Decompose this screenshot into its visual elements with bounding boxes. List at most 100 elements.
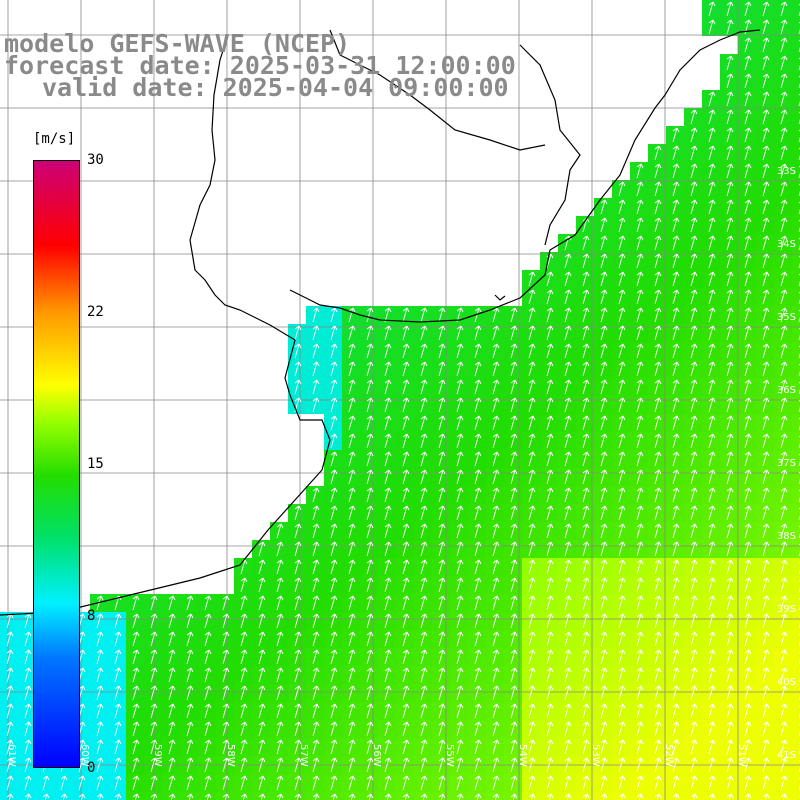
wind-cell (792, 180, 800, 198)
wind-arrow (672, 775, 680, 791)
wind-arrow (600, 793, 608, 800)
wind-arrow (600, 361, 608, 377)
wind-arrow (6, 793, 14, 800)
wind-arrow (726, 523, 734, 539)
wind-cell (792, 144, 800, 162)
wind-arrow (636, 667, 644, 683)
wind-arrow (492, 379, 500, 395)
wind-arrow (708, 451, 716, 467)
wind-arrow (510, 541, 518, 557)
wind-arrow (708, 667, 716, 683)
wind-arrow (150, 631, 158, 647)
wind-arrow (384, 307, 392, 323)
wind-arrow (420, 613, 428, 629)
wind-arrow (726, 757, 734, 773)
wind-arrow (186, 703, 194, 719)
wind-arrow (348, 613, 356, 629)
wind-arrow (294, 559, 302, 575)
wind-arrow (42, 775, 50, 791)
wind-arrow (330, 541, 338, 557)
wind-arrow (348, 559, 356, 575)
wind-arrow (294, 667, 302, 683)
wind-arrow (312, 721, 320, 737)
wind-arrow (582, 289, 590, 305)
wind-arrow (438, 775, 446, 791)
wind-arrow (528, 775, 536, 791)
wind-arrow (420, 559, 428, 575)
wind-arrow (528, 271, 536, 287)
wind-arrow (312, 379, 320, 395)
wind-arrow (600, 649, 608, 665)
wind-arrow (402, 775, 410, 791)
wind-arrow (708, 91, 716, 107)
wind-arrow (402, 721, 410, 737)
wind-arrow (168, 613, 176, 629)
wind-arrow (708, 739, 716, 755)
lat-label: 33S (776, 166, 796, 177)
wind-arrow (384, 379, 392, 395)
lat-label: 38S (776, 531, 796, 542)
wind-arrow (654, 379, 662, 395)
wind-arrow (456, 739, 464, 755)
wind-arrow (96, 775, 104, 791)
wind-arrow (546, 685, 554, 701)
wind-arrow (654, 487, 662, 503)
wind-arrow (312, 793, 320, 800)
wind-arrow (222, 757, 230, 773)
wind-arrow (582, 757, 590, 773)
wind-arrow (510, 595, 518, 611)
wind-arrow (492, 721, 500, 737)
wind-arrow (330, 667, 338, 683)
wind-arrow (546, 649, 554, 665)
wind-arrow (294, 343, 302, 359)
wind-arrow (546, 379, 554, 395)
wind-arrow (204, 775, 212, 791)
wind-arrow (672, 271, 680, 287)
wind-arrow (240, 721, 248, 737)
wind-arrow (690, 721, 698, 737)
wind-arrow (258, 613, 266, 629)
wind-arrow (654, 721, 662, 737)
wind-arrow (456, 451, 464, 467)
wind-arrow (744, 685, 752, 701)
wind-arrows (6, 1, 800, 800)
wind-arrow (510, 343, 518, 359)
wind-arrow (582, 505, 590, 521)
wind-cell (792, 90, 800, 108)
wind-cell (792, 594, 800, 612)
wind-arrow (402, 469, 410, 485)
wind-arrow (618, 703, 626, 719)
wind-arrow (402, 505, 410, 521)
wind-arrow (582, 469, 590, 485)
wind-arrow (744, 523, 752, 539)
wind-arrow (744, 757, 752, 773)
wind-arrow (366, 379, 374, 395)
wind-arrow (780, 253, 788, 269)
wind-arrow (618, 577, 626, 593)
wind-arrow (186, 631, 194, 647)
wind-arrow (582, 685, 590, 701)
wind-arrow (726, 559, 734, 575)
wind-arrow (618, 469, 626, 485)
wind-arrow (474, 757, 482, 773)
wind-arrow (276, 757, 284, 773)
wind-arrow (636, 559, 644, 575)
wind-arrow (528, 415, 536, 431)
wind-arrow (366, 415, 374, 431)
colorbar-tick-30: 30 (87, 152, 104, 168)
wind-arrow (348, 649, 356, 665)
wind-arrow (384, 451, 392, 467)
wind-arrow (420, 577, 428, 593)
wind-arrow (474, 631, 482, 647)
wind-arrow (672, 145, 680, 161)
wind-arrow (762, 451, 770, 467)
wind-arrow (330, 523, 338, 539)
wind-arrow (258, 775, 266, 791)
wind-arrow (492, 595, 500, 611)
wind-arrow (690, 253, 698, 269)
wind-arrow (762, 217, 770, 233)
wind-arrow (366, 541, 374, 557)
wind-arrow (762, 235, 770, 251)
wind-arrow (726, 91, 734, 107)
